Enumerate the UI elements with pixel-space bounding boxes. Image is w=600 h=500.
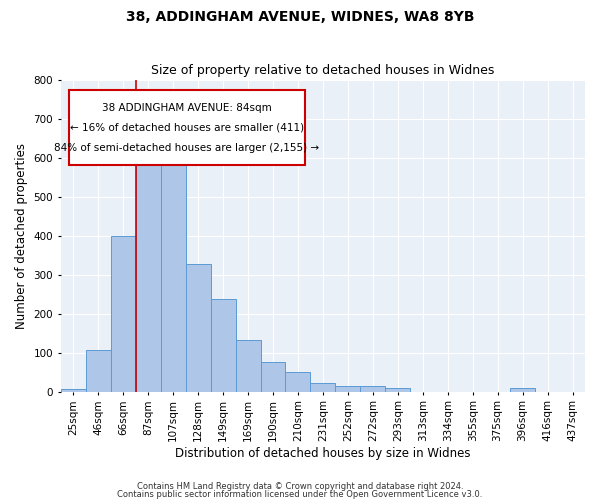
- Bar: [286, 372, 310, 392]
- Text: Contains HM Land Registry data © Crown copyright and database right 2024.: Contains HM Land Registry data © Crown c…: [137, 482, 463, 491]
- Title: Size of property relative to detached houses in Widnes: Size of property relative to detached ho…: [151, 64, 494, 77]
- Bar: [361, 386, 385, 392]
- Text: Contains public sector information licensed under the Open Government Licence v3: Contains public sector information licen…: [118, 490, 482, 499]
- Bar: [136, 154, 161, 392]
- FancyBboxPatch shape: [68, 90, 305, 166]
- Bar: [310, 383, 335, 392]
- Bar: [236, 340, 260, 392]
- X-axis label: Distribution of detached houses by size in Widnes: Distribution of detached houses by size …: [175, 447, 470, 460]
- Bar: [260, 362, 286, 392]
- Bar: [86, 350, 111, 392]
- Text: 38, ADDINGHAM AVENUE, WIDNES, WA8 8YB: 38, ADDINGHAM AVENUE, WIDNES, WA8 8YB: [126, 10, 474, 24]
- Text: 84% of semi-detached houses are larger (2,155) →: 84% of semi-detached houses are larger (…: [54, 143, 319, 153]
- Bar: [111, 236, 136, 392]
- Bar: [211, 299, 236, 392]
- Bar: [335, 386, 361, 392]
- Bar: [510, 388, 535, 392]
- Y-axis label: Number of detached properties: Number of detached properties: [15, 142, 28, 328]
- Text: 38 ADDINGHAM AVENUE: 84sqm: 38 ADDINGHAM AVENUE: 84sqm: [102, 103, 271, 113]
- Bar: [161, 164, 185, 392]
- Bar: [61, 388, 86, 392]
- Bar: [385, 388, 410, 392]
- Bar: [185, 264, 211, 392]
- Text: ← 16% of detached houses are smaller (411): ← 16% of detached houses are smaller (41…: [70, 123, 304, 133]
